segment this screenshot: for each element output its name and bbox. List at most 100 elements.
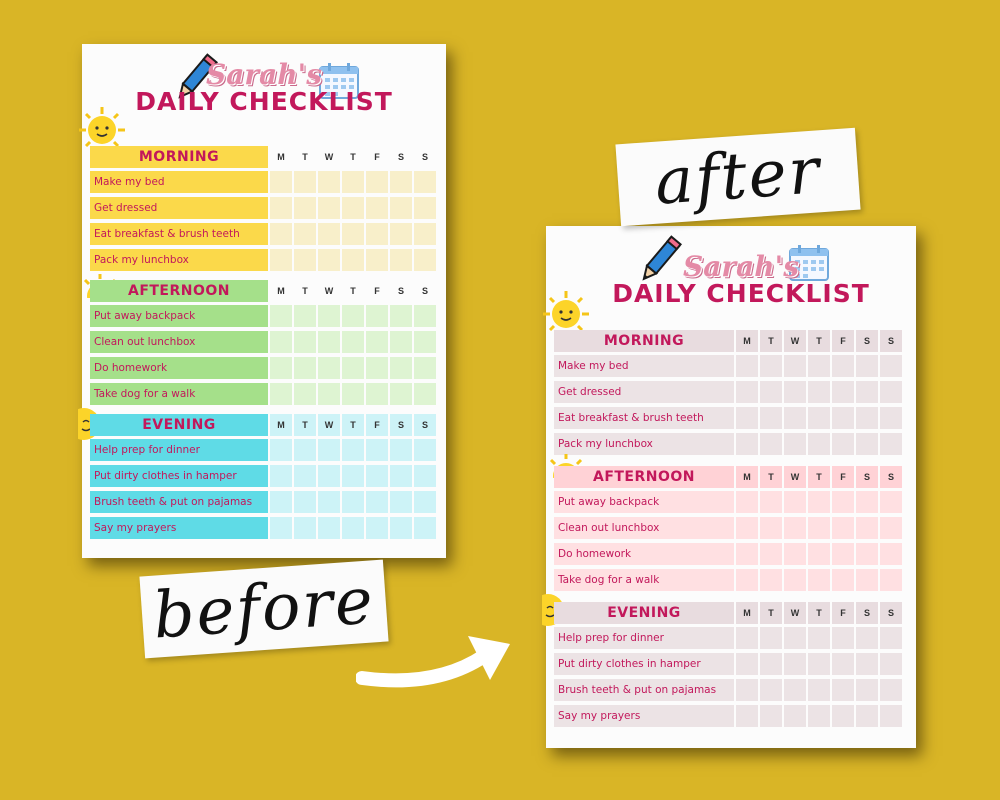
checkbox-cell[interactable] (784, 627, 806, 649)
checkbox-cell[interactable] (270, 197, 292, 219)
checkbox-cell[interactable] (880, 543, 902, 565)
checkbox-cell[interactable] (366, 331, 388, 353)
checkbox-cell[interactable] (366, 171, 388, 193)
checkbox-cell[interactable] (736, 407, 758, 429)
checkbox-cell[interactable] (832, 381, 854, 403)
checkbox-cell[interactable] (294, 197, 316, 219)
checkbox-cell[interactable] (784, 381, 806, 403)
checkbox-cell[interactable] (414, 171, 436, 193)
checkbox-cell[interactable] (784, 543, 806, 565)
checkbox-cell[interactable] (342, 357, 364, 379)
checkbox-cell[interactable] (270, 223, 292, 245)
checkbox-cell[interactable] (414, 465, 436, 487)
checkbox-cell[interactable] (856, 543, 878, 565)
checkbox-cell[interactable] (736, 705, 758, 727)
checkbox-cell[interactable] (318, 491, 340, 513)
checkbox-cell[interactable] (366, 223, 388, 245)
checkbox-cell[interactable] (318, 383, 340, 405)
checkbox-cell[interactable] (342, 331, 364, 353)
checkbox-cell[interactable] (856, 433, 878, 455)
checkbox-cell[interactable] (318, 331, 340, 353)
checkbox-cell[interactable] (294, 517, 316, 539)
checkbox-cell[interactable] (832, 653, 854, 675)
checkbox-cell[interactable] (318, 223, 340, 245)
checkbox-cell[interactable] (832, 543, 854, 565)
checkbox-cell[interactable] (366, 357, 388, 379)
checkbox-cell[interactable] (856, 705, 878, 727)
checkbox-cell[interactable] (294, 171, 316, 193)
checkbox-cell[interactable] (808, 433, 830, 455)
checkbox-cell[interactable] (294, 249, 316, 271)
checkbox-cell[interactable] (736, 433, 758, 455)
checkbox-cell[interactable] (318, 197, 340, 219)
checkbox-cell[interactable] (856, 627, 878, 649)
checkbox-cell[interactable] (856, 491, 878, 513)
checkbox-cell[interactable] (390, 383, 412, 405)
checkbox-cell[interactable] (342, 197, 364, 219)
checkbox-cell[interactable] (856, 381, 878, 403)
checkbox-cell[interactable] (390, 223, 412, 245)
checkbox-cell[interactable] (808, 569, 830, 591)
checkbox-cell[interactable] (294, 223, 316, 245)
checkbox-cell[interactable] (366, 465, 388, 487)
checkbox-cell[interactable] (880, 381, 902, 403)
checkbox-cell[interactable] (760, 407, 782, 429)
checkbox-cell[interactable] (808, 543, 830, 565)
checkbox-cell[interactable] (414, 357, 436, 379)
checkbox-cell[interactable] (366, 439, 388, 461)
checkbox-cell[interactable] (294, 305, 316, 327)
checkbox-cell[interactable] (366, 517, 388, 539)
checkbox-cell[interactable] (784, 679, 806, 701)
checkbox-cell[interactable] (270, 383, 292, 405)
checkbox-cell[interactable] (880, 433, 902, 455)
checkbox-cell[interactable] (880, 679, 902, 701)
checkbox-cell[interactable] (390, 249, 412, 271)
checkbox-cell[interactable] (808, 407, 830, 429)
checkbox-cell[interactable] (366, 491, 388, 513)
checkbox-cell[interactable] (342, 305, 364, 327)
checkbox-cell[interactable] (270, 517, 292, 539)
checkbox-cell[interactable] (832, 433, 854, 455)
checkbox-cell[interactable] (880, 355, 902, 377)
checkbox-cell[interactable] (880, 627, 902, 649)
checkbox-cell[interactable] (390, 465, 412, 487)
checkbox-cell[interactable] (270, 171, 292, 193)
checkbox-cell[interactable] (270, 305, 292, 327)
checkbox-cell[interactable] (760, 627, 782, 649)
checkbox-cell[interactable] (856, 569, 878, 591)
checkbox-cell[interactable] (736, 627, 758, 649)
checkbox-cell[interactable] (366, 197, 388, 219)
checkbox-cell[interactable] (736, 653, 758, 675)
checkbox-cell[interactable] (342, 491, 364, 513)
checkbox-cell[interactable] (294, 465, 316, 487)
checkbox-cell[interactable] (342, 517, 364, 539)
checkbox-cell[interactable] (318, 249, 340, 271)
checkbox-cell[interactable] (808, 517, 830, 539)
checkbox-cell[interactable] (294, 439, 316, 461)
checkbox-cell[interactable] (760, 491, 782, 513)
checkbox-cell[interactable] (318, 305, 340, 327)
checkbox-cell[interactable] (808, 627, 830, 649)
checkbox-cell[interactable] (366, 383, 388, 405)
checkbox-cell[interactable] (414, 249, 436, 271)
checkbox-cell[interactable] (760, 679, 782, 701)
checkbox-cell[interactable] (342, 439, 364, 461)
checkbox-cell[interactable] (390, 517, 412, 539)
checkbox-cell[interactable] (318, 465, 340, 487)
checkbox-cell[interactable] (880, 517, 902, 539)
checkbox-cell[interactable] (270, 357, 292, 379)
checkbox-cell[interactable] (856, 355, 878, 377)
checkbox-cell[interactable] (808, 653, 830, 675)
checkbox-cell[interactable] (784, 491, 806, 513)
checkbox-cell[interactable] (832, 491, 854, 513)
checkbox-cell[interactable] (784, 433, 806, 455)
checkbox-cell[interactable] (760, 433, 782, 455)
checkbox-cell[interactable] (880, 407, 902, 429)
checkbox-cell[interactable] (832, 355, 854, 377)
checkbox-cell[interactable] (736, 543, 758, 565)
checkbox-cell[interactable] (784, 569, 806, 591)
checkbox-cell[interactable] (808, 381, 830, 403)
checkbox-cell[interactable] (832, 679, 854, 701)
checkbox-cell[interactable] (784, 517, 806, 539)
checkbox-cell[interactable] (856, 653, 878, 675)
